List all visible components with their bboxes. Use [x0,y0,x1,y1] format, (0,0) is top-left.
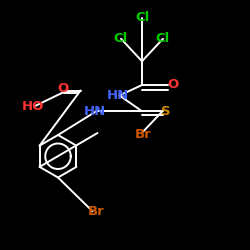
Text: Br: Br [134,128,152,141]
Text: Cl: Cl [135,11,149,24]
Text: Br: Br [88,205,104,218]
Text: S: S [162,105,171,118]
Text: O: O [167,78,178,92]
Text: Cl: Cl [114,32,128,45]
Text: O: O [57,82,68,94]
Text: Cl: Cl [156,32,170,45]
Text: HN: HN [107,89,130,102]
Text: HO: HO [21,100,44,113]
Text: HN: HN [84,105,106,118]
